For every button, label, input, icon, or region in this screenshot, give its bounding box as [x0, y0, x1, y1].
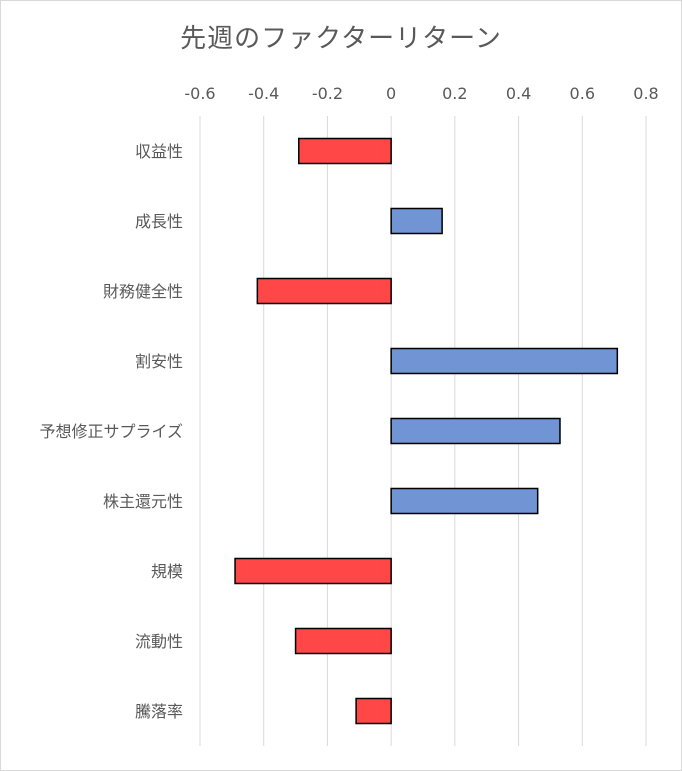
- bar: [294, 627, 392, 655]
- bar: [390, 347, 619, 375]
- bar: [355, 697, 392, 725]
- category-label: 割安性: [135, 352, 183, 371]
- bar: [390, 417, 561, 445]
- bar: [298, 137, 392, 165]
- category-label: 収益性: [135, 142, 183, 161]
- category-label: 騰落率: [135, 702, 183, 721]
- bar: [390, 487, 539, 515]
- x-tick-label: 0.2: [442, 84, 467, 103]
- x-tick-label: 0.6: [570, 84, 595, 103]
- bar: [390, 207, 443, 235]
- x-tick-label: -0.6: [184, 84, 215, 103]
- category-label: 成長性: [135, 212, 183, 231]
- bar: [234, 557, 392, 585]
- x-tick-label: -0.4: [248, 84, 279, 103]
- category-label: 予想修正サプライズ: [39, 422, 183, 441]
- x-tick-label: 0.4: [506, 84, 531, 103]
- x-tick-label: 0.8: [633, 84, 658, 103]
- x-tick-label: -0.2: [312, 84, 343, 103]
- chart-title: 先週のファクターリターン: [180, 24, 502, 54]
- category-label: 規模: [151, 562, 183, 581]
- category-label: 株主還元性: [103, 492, 183, 511]
- bar: [256, 277, 392, 305]
- category-label: 財務健全性: [103, 282, 183, 301]
- category-label: 流動性: [135, 632, 183, 651]
- bars: [234, 137, 619, 725]
- x-axis-ticks: -0.6 -0.4 -0.2 0 0.2 0.4 0.6 0.8: [184, 84, 658, 103]
- x-tick-label: 0: [386, 84, 396, 103]
